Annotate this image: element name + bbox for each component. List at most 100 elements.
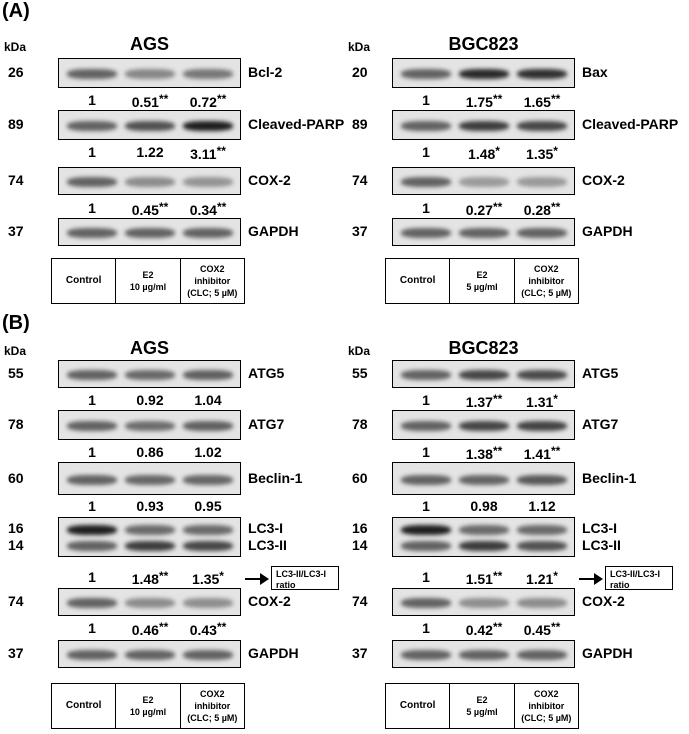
protein-name: GAPDH: [582, 223, 633, 239]
protein-band: [517, 228, 567, 238]
protein-band: [401, 121, 451, 131]
value-number: 0.98: [470, 498, 498, 514]
protein-band: [459, 525, 509, 535]
protein-band: [517, 541, 567, 551]
quantification-value: 1: [62, 498, 122, 514]
protein-name: COX-2: [248, 593, 291, 609]
condition-cell: E2 5 µg/ml: [450, 259, 515, 303]
blot-image: [58, 110, 241, 140]
cell-line-title: BGC823: [448, 338, 519, 358]
value-number: 1: [422, 620, 430, 636]
significance-stars: **: [216, 144, 226, 158]
protein-band: [183, 650, 233, 660]
value-number: 1.35: [192, 571, 220, 587]
quantification-value: 1: [396, 569, 456, 585]
significance-stars: **: [492, 392, 503, 406]
quantification-value: 1.35*: [178, 569, 238, 587]
molecular-weight: 74: [352, 593, 368, 609]
significance-stars: **: [550, 444, 561, 458]
blot-image: [58, 218, 241, 246]
condition-cell: E2 10 µg/ml: [116, 259, 181, 303]
quantification-value: 0.45**: [120, 200, 180, 218]
value-number: 1.65: [523, 94, 551, 110]
protein-name: ATG5: [248, 365, 285, 381]
value-number: 1: [422, 200, 430, 216]
condition-cell: Control: [386, 684, 451, 728]
protein-band: [67, 121, 117, 131]
protein-band: [67, 228, 117, 238]
protein-band: [125, 370, 175, 380]
quantification-value: 1.04: [178, 392, 238, 408]
protein-band: [401, 69, 451, 79]
value-number: 0.46: [131, 622, 159, 638]
protein-band: [67, 370, 117, 380]
protein-band: [517, 650, 567, 660]
quantification-value: 0.46**: [120, 620, 180, 638]
protein-band: [125, 177, 175, 187]
quantification-value: 0.51**: [120, 92, 180, 110]
blot-image: [58, 462, 241, 495]
value-number: 1: [88, 200, 96, 216]
value-number: 1.22: [136, 144, 164, 160]
ratio-label: LC3-II/LC3-I ratio: [605, 566, 673, 590]
quantification-value: 3.11**: [178, 144, 238, 162]
blot-image: [392, 110, 575, 140]
quantification-value: 1: [62, 392, 122, 408]
protein-band: [125, 598, 175, 608]
protein-band: [459, 370, 509, 380]
protein-band: [67, 525, 117, 535]
blot-image: [58, 517, 241, 557]
protein-band: [517, 421, 567, 431]
molecular-weight: 60: [352, 469, 368, 486]
panel-label: (B): [2, 312, 30, 334]
significance-stars: *: [553, 144, 558, 158]
quantification-value: 1: [396, 392, 456, 408]
molecular-weight: 74: [352, 172, 368, 188]
molecular-weight: 74: [8, 172, 24, 188]
value-number: 1: [88, 92, 96, 108]
value-number: 1.48: [468, 146, 496, 162]
quantification-value: 1: [62, 144, 122, 160]
condition-cell: COX2 inhibitor (CLC; 5 µM): [521, 689, 572, 723]
value-number: 0.95: [194, 498, 222, 514]
protein-band: [183, 525, 233, 535]
value-number: 1.48: [131, 571, 159, 587]
condition-cell: E2 10 µg/ml: [116, 684, 181, 728]
value-number: 1: [88, 392, 96, 408]
protein-band: [401, 177, 451, 187]
value-number: 0.51: [131, 94, 159, 110]
protein-band: [125, 228, 175, 238]
molecular-weight: 16: [8, 520, 24, 536]
quantification-value: 1: [396, 498, 456, 514]
quantification-value: 0.43**: [178, 620, 238, 638]
quantification-value: 1: [62, 444, 122, 460]
molecular-weight: 26: [8, 64, 24, 80]
blot-image: [392, 58, 575, 88]
quantification-value: 0.28**: [512, 200, 572, 218]
value-number: 1: [422, 444, 430, 460]
value-number: 0.45: [523, 622, 551, 638]
protein-name: Bcl-2: [248, 64, 283, 80]
significance-stars: **: [216, 200, 227, 214]
cell-line-title: BGC823: [448, 34, 519, 54]
kda-label: kDa: [348, 40, 371, 54]
protein-name: Beclin-1: [248, 469, 303, 486]
value-number: 1: [88, 144, 96, 160]
protein-band: [401, 421, 451, 431]
value-number: 0.72: [189, 94, 217, 110]
value-number: 1: [422, 92, 430, 108]
significance-stars: **: [492, 200, 503, 214]
ratio-label: LC3-II/LC3-I ratio: [271, 566, 339, 590]
molecular-weight: 74: [8, 593, 24, 609]
quantification-value: 0.92: [120, 392, 180, 408]
quantification-value: 1: [62, 569, 122, 585]
quantification-value: 1.35*: [512, 144, 572, 162]
kda-label: kDa: [4, 40, 27, 54]
protein-band: [183, 69, 233, 79]
significance-stars: **: [158, 92, 169, 106]
value-number: 0.93: [136, 498, 164, 514]
quantification-value: 1.22: [120, 144, 180, 160]
quantification-value: 1.48*: [454, 144, 514, 162]
condition-cell: COX2 inhibitor (CLC; 5 µM): [521, 264, 572, 298]
condition-cell: Control: [52, 684, 117, 728]
